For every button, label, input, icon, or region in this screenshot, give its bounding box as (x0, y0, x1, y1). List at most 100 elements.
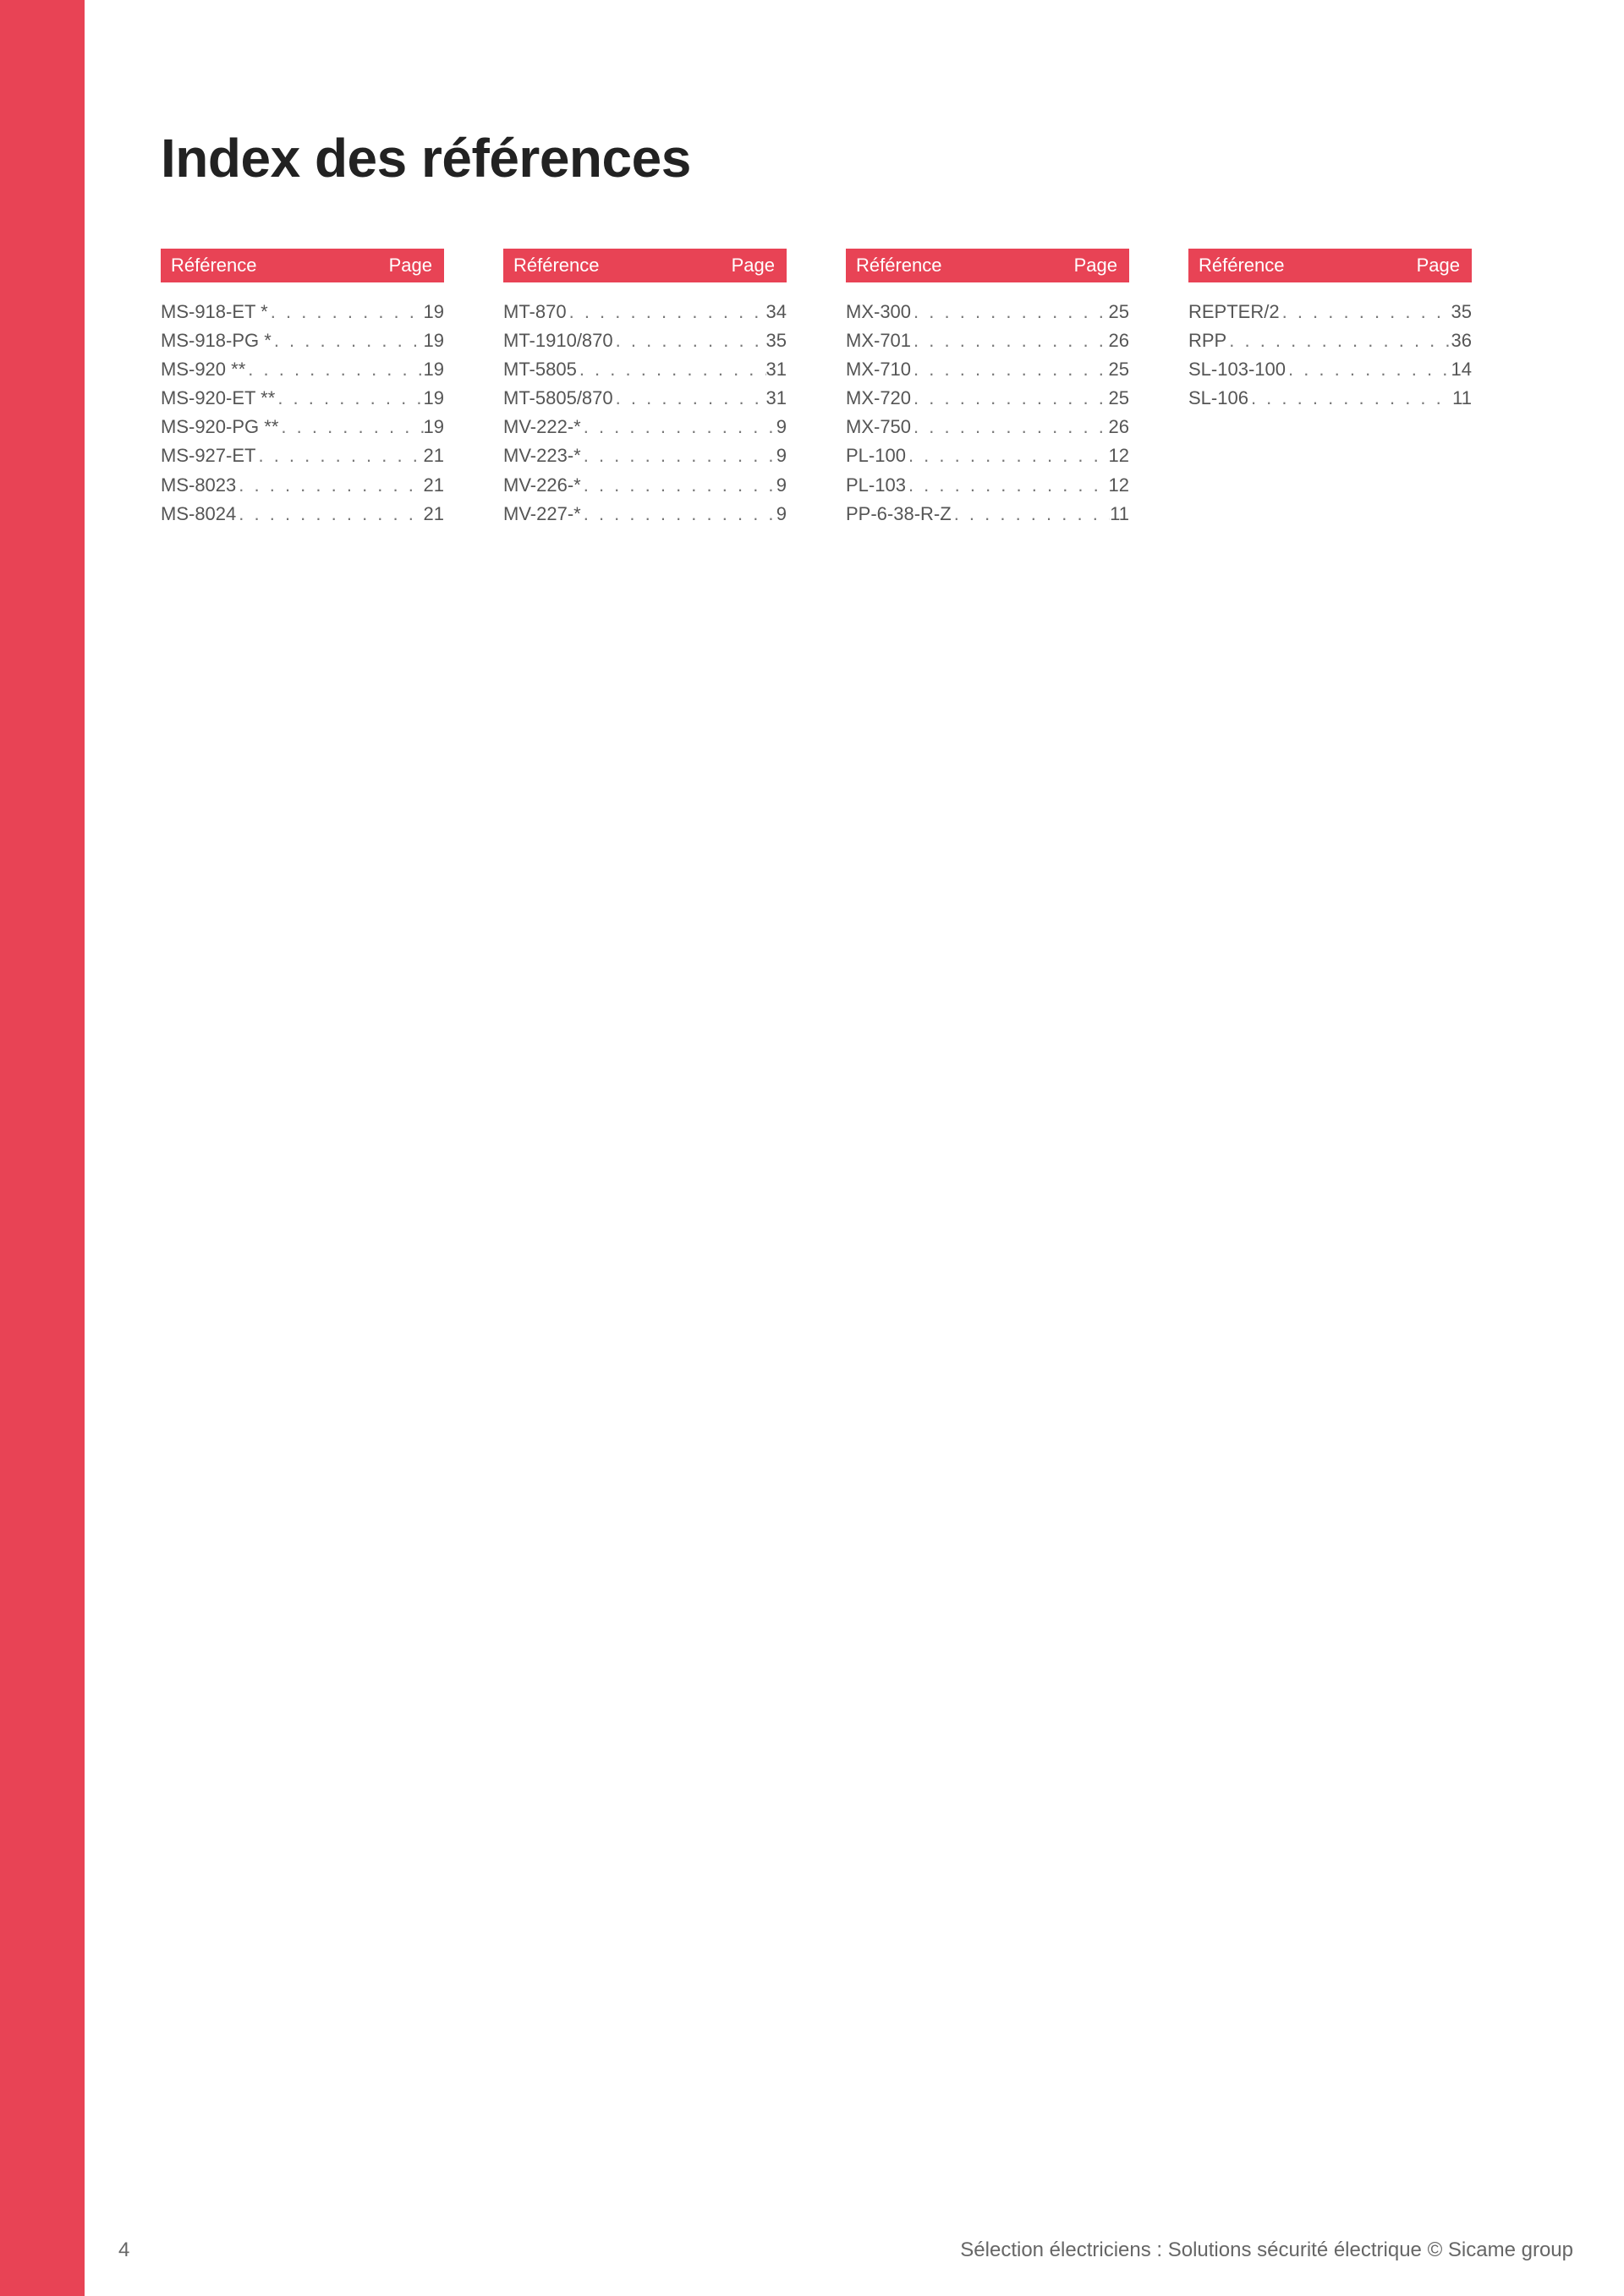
index-column: RéférencePageMX-300. . . . . . . . . . .… (846, 249, 1129, 529)
entry-page: 11 (1110, 500, 1129, 529)
entry-page: 21 (424, 500, 444, 529)
entry-dots: . . . . . . . . . . . . . . . . . . . . … (1280, 298, 1451, 326)
entry-dots: . . . . . . . . . . . . . . . . . . . . … (567, 298, 766, 326)
column-header: Référence Page (846, 249, 1129, 282)
entry-dots: . . . . . . . . . . . . . . . . . . . . … (952, 500, 1110, 529)
entry-dots: . . . . . . . . . . . . . . . . . . . . … (581, 471, 776, 500)
index-column: RéférencePageREPTER/2. . . . . . . . . .… (1188, 249, 1472, 529)
column-header: Référence Page (161, 249, 444, 282)
index-entry: MX-720. . . . . . . . . . . . . . . . . … (846, 384, 1129, 413)
entry-reference: MX-300 (846, 298, 911, 326)
header-page-label: Page (389, 255, 432, 277)
entry-reference: MT-1910/870 (503, 326, 613, 355)
index-entry: MT-870. . . . . . . . . . . . . . . . . … (503, 298, 787, 326)
entry-page: 36 (1451, 326, 1472, 355)
index-entry: MX-300. . . . . . . . . . . . . . . . . … (846, 298, 1129, 326)
entry-dots: . . . . . . . . . . . . . . . . . . . . … (911, 326, 1108, 355)
entry-page: 21 (424, 471, 444, 500)
index-entry: MS-920-ET **. . . . . . . . . . . . . . … (161, 384, 444, 413)
entry-dots: . . . . . . . . . . . . . . . . . . . . … (906, 441, 1109, 470)
entry-dots: . . . . . . . . . . . . . . . . . . . . … (1226, 326, 1451, 355)
entry-reference: MV-226-* (503, 471, 581, 500)
entry-reference: MV-227-* (503, 500, 581, 529)
entry-reference: MX-750 (846, 413, 911, 441)
entry-reference: MX-710 (846, 355, 911, 384)
entry-page: 12 (1109, 441, 1129, 470)
index-entry: MS-918-ET *. . . . . . . . . . . . . . .… (161, 298, 444, 326)
entry-reference: MS-8023 (161, 471, 236, 500)
entry-reference: MX-701 (846, 326, 911, 355)
column-header: Référence Page (1188, 249, 1472, 282)
index-entry: PL-103. . . . . . . . . . . . . . . . . … (846, 471, 1129, 500)
entry-dots: . . . . . . . . . . . . . . . . . . . . … (577, 355, 766, 384)
entry-page: 9 (776, 471, 787, 500)
catalog-page: Index des références RéférencePageMS-918… (0, 0, 1624, 2296)
entry-reference: RPP (1188, 326, 1226, 355)
entry-reference: MT-870 (503, 298, 567, 326)
entry-reference: MS-918-ET * (161, 298, 268, 326)
entry-page: 26 (1109, 413, 1129, 441)
entry-dots: . . . . . . . . . . . . . . . . . . . . … (236, 471, 423, 500)
entry-dots: . . . . . . . . . . . . . . . . . . . . … (581, 413, 776, 441)
entry-reference: SL-103-100 (1188, 355, 1286, 384)
entry-page: 19 (424, 298, 444, 326)
entry-page: 9 (776, 441, 787, 470)
footer-text: Sélection électriciens : Solutions sécur… (960, 2238, 1573, 2262)
entry-reference: MV-222-* (503, 413, 581, 441)
index-entry: MS-920-PG **. . . . . . . . . . . . . . … (161, 413, 444, 441)
index-entry: MV-227-*. . . . . . . . . . . . . . . . … (503, 500, 787, 529)
entry-page: 35 (766, 326, 787, 355)
entry-page: 25 (1109, 298, 1129, 326)
entry-dots: . . . . . . . . . . . . . . . . . . . . … (278, 413, 423, 441)
index-entry: MX-701. . . . . . . . . . . . . . . . . … (846, 326, 1129, 355)
entry-dots: . . . . . . . . . . . . . . . . . . . . … (1286, 355, 1451, 384)
index-entry: PP-6-38-R-Z. . . . . . . . . . . . . . .… (846, 500, 1129, 529)
entry-dots: . . . . . . . . . . . . . . . . . . . . … (906, 471, 1109, 500)
page-content: Index des références RéférencePageMS-918… (161, 127, 1548, 529)
index-entry: MV-226-*. . . . . . . . . . . . . . . . … (503, 471, 787, 500)
index-columns: RéférencePageMS-918-ET *. . . . . . . . … (161, 249, 1548, 529)
header-page-label: Page (1417, 255, 1460, 277)
entry-dots: . . . . . . . . . . . . . . . . . . . . … (613, 384, 766, 413)
entry-page: 25 (1109, 384, 1129, 413)
index-entry: REPTER/2. . . . . . . . . . . . . . . . … (1188, 298, 1472, 326)
index-entry: SL-106. . . . . . . . . . . . . . . . . … (1188, 384, 1472, 413)
index-entry: MV-222-*. . . . . . . . . . . . . . . . … (503, 413, 787, 441)
index-entry: MT-5805/870. . . . . . . . . . . . . . .… (503, 384, 787, 413)
entry-dots: . . . . . . . . . . . . . . . . . . . . … (911, 298, 1108, 326)
entry-page: 19 (424, 326, 444, 355)
entry-reference: REPTER/2 (1188, 298, 1280, 326)
header-ref-label: Référence (513, 255, 600, 277)
entry-dots: . . . . . . . . . . . . . . . . . . . . … (581, 441, 776, 470)
entry-dots: . . . . . . . . . . . . . . . . . . . . … (272, 326, 424, 355)
entry-reference: PP-6-38-R-Z (846, 500, 952, 529)
index-entry: MS-8024. . . . . . . . . . . . . . . . .… (161, 500, 444, 529)
entry-reference: MT-5805 (503, 355, 577, 384)
header-ref-label: Référence (856, 255, 942, 277)
entry-reference: MS-920-PG ** (161, 413, 278, 441)
entry-page: 25 (1109, 355, 1129, 384)
index-entry: MX-750. . . . . . . . . . . . . . . . . … (846, 413, 1129, 441)
index-entry: MS-920 **. . . . . . . . . . . . . . . .… (161, 355, 444, 384)
entry-page: 9 (776, 413, 787, 441)
entry-dots: . . . . . . . . . . . . . . . . . . . . … (911, 384, 1108, 413)
index-column: RéférencePageMS-918-ET *. . . . . . . . … (161, 249, 444, 529)
entry-dots: . . . . . . . . . . . . . . . . . . . . … (911, 413, 1108, 441)
index-entry: MX-710. . . . . . . . . . . . . . . . . … (846, 355, 1129, 384)
header-ref-label: Référence (171, 255, 257, 277)
entry-reference: PL-103 (846, 471, 906, 500)
index-column: RéférencePageMT-870. . . . . . . . . . .… (503, 249, 787, 529)
index-entry: SL-103-100. . . . . . . . . . . . . . . … (1188, 355, 1472, 384)
column-header: RéférencePage (503, 249, 787, 282)
entry-dots: . . . . . . . . . . . . . . . . . . . . … (911, 355, 1108, 384)
entry-page: 19 (424, 384, 444, 413)
entry-reference: MV-223-* (503, 441, 581, 470)
entry-page: 31 (766, 355, 787, 384)
entry-page: 35 (1451, 298, 1472, 326)
index-entry: MV-223-*. . . . . . . . . . . . . . . . … (503, 441, 787, 470)
header-page-label: Page (1074, 255, 1117, 277)
header-ref-label: Référence (1199, 255, 1285, 277)
index-entry: MS-927-ET. . . . . . . . . . . . . . . .… (161, 441, 444, 470)
index-entry: MT-1910/870. . . . . . . . . . . . . . .… (503, 326, 787, 355)
entry-dots: . . . . . . . . . . . . . . . . . . . . … (255, 441, 423, 470)
